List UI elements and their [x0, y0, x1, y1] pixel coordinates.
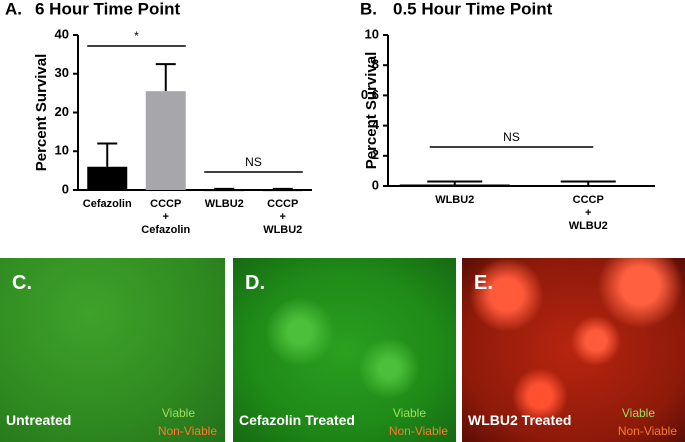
- y-tick-label: 30: [55, 65, 69, 80]
- x-tick-label: WLBU2: [205, 198, 244, 210]
- panel-letter: D.: [245, 272, 265, 294]
- y-tick-label: 8: [372, 57, 379, 72]
- bar: [204, 189, 245, 192]
- y-tick-label: 2: [372, 147, 379, 162]
- significance-label: NS: [245, 155, 262, 169]
- y-tick-label: 4: [372, 117, 380, 132]
- x-tick-label: CCCP + WLBU2: [569, 194, 608, 232]
- y-tick-label: 10: [365, 26, 379, 41]
- y-axis-label: Percent Survival: [33, 54, 50, 172]
- y-tick-label: 0.6: [361, 87, 379, 102]
- legend-non-viable: Non-Viable: [388, 424, 448, 438]
- panel-letter: A.: [5, 0, 22, 18]
- legend-viable: Viable: [392, 406, 426, 420]
- bar: [262, 189, 303, 192]
- micrograph: C. Untreated Viable Non-Viable: [0, 258, 225, 442]
- y-tick-label: 20: [55, 104, 69, 119]
- y-tick-label: 40: [55, 26, 69, 41]
- panel-label: WLBU2 Treated: [468, 412, 572, 428]
- y-tick-label: 0: [62, 181, 69, 196]
- bar: [145, 91, 186, 190]
- panel-letter: C.: [12, 272, 32, 294]
- chart-title: 0.5 Hour Time Point: [393, 0, 553, 18]
- chart-title: 6 Hour Time Point: [35, 0, 180, 18]
- x-tick-label: CCCP + Cefazolin: [141, 198, 190, 236]
- y-tick-label: 10: [55, 143, 69, 158]
- significance-label: *: [134, 29, 139, 43]
- bar: [399, 184, 510, 186]
- micrograph: D. Cefazolin Treated Viable Non-Viable: [233, 258, 456, 442]
- y-axis-label: Percent Survival: [363, 52, 380, 170]
- panel-label: Cefazolin Treated: [239, 412, 355, 428]
- significance-label: NS: [503, 130, 520, 144]
- legend-viable: Viable: [161, 406, 195, 420]
- panel-letter: E.: [474, 272, 493, 294]
- legend-non-viable: Non-Viable: [617, 424, 677, 438]
- y-tick-label: 0: [372, 177, 379, 192]
- legend-non-viable: Non-Viable: [157, 424, 217, 438]
- x-tick-label: WLBU2: [435, 194, 474, 206]
- x-tick-label: CCCP + WLBU2: [263, 198, 302, 236]
- bar: [533, 185, 644, 187]
- x-tick-label: Cefazolin: [83, 198, 132, 210]
- panel-label: Untreated: [6, 412, 72, 428]
- panel-letter: B.: [360, 0, 377, 18]
- micrograph: E. WLBU2 Treated Viable Non-Viable: [462, 258, 685, 442]
- bar: [87, 166, 128, 190]
- legend-viable: Viable: [621, 406, 655, 420]
